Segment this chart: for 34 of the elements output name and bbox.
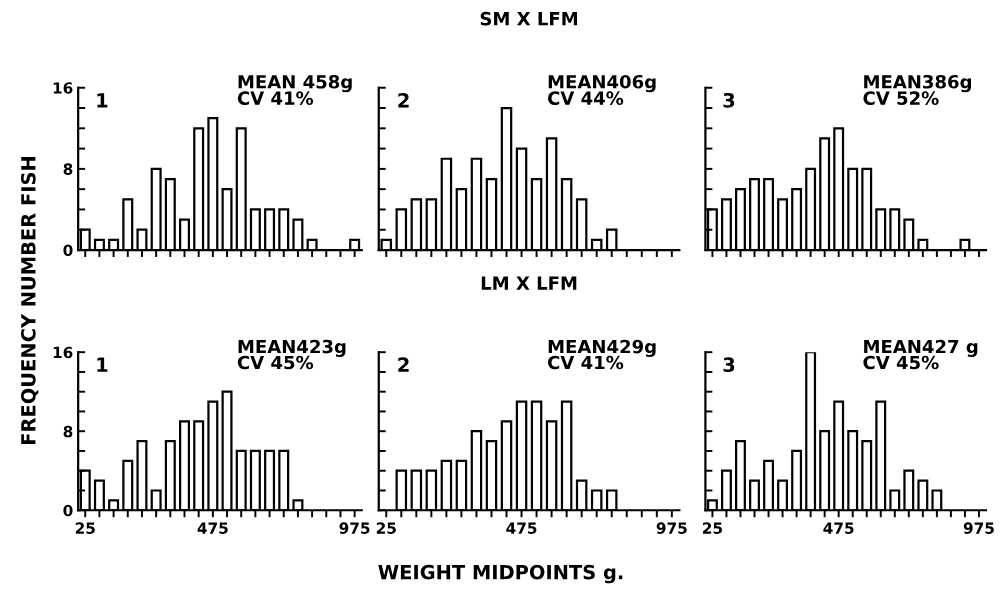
x-tick-label: 975 [339, 522, 370, 534]
annotation: 2 [398, 92, 409, 108]
x-tick-label: 475 [506, 522, 537, 534]
annotation: 1 [97, 357, 108, 372]
chart-title: LM X LFM [481, 276, 577, 290]
y-tick-label: 0 [63, 244, 73, 257]
annotation: MEAN429g [548, 339, 656, 358]
annotation: CV 41% [547, 355, 624, 370]
y-tick-label: 8 [63, 163, 73, 175]
y-tick-label: 16 [53, 346, 73, 359]
annotation: CV 45% [237, 355, 314, 370]
annotation: 1 [97, 93, 108, 108]
x-tick-label: 25 [376, 522, 396, 534]
annotation: MEAN406g [548, 74, 656, 93]
chart-title: SM X LFM [480, 11, 578, 26]
y-axis-title: FREQUENCY NUMBER FISH [20, 156, 39, 444]
x-tick-label: 25 [75, 522, 95, 534]
annotation: CV 44% [547, 91, 624, 105]
x-tick-label: 475 [823, 522, 854, 534]
x-tick-label: 975 [963, 522, 994, 534]
annotation: CV 52% [863, 91, 939, 105]
annotation: CV 41% [237, 91, 314, 105]
annotation: MEAN423g [238, 339, 346, 358]
x-tick-label: 25 [703, 522, 722, 534]
x-axis-title: WEIGHT MIDPOINTS g. [378, 564, 623, 584]
y-tick-label: 16 [53, 82, 73, 94]
x-tick-label: 475 [197, 522, 228, 534]
annotation: 2 [398, 357, 409, 372]
annotation: 3 [723, 92, 735, 108]
x-tick-label: 975 [656, 522, 687, 534]
y-tick-label: 0 [63, 504, 73, 517]
y-tick-label: 8 [63, 425, 73, 438]
annotation: MEAN386g [864, 74, 972, 93]
annotation: 3 [723, 357, 735, 372]
